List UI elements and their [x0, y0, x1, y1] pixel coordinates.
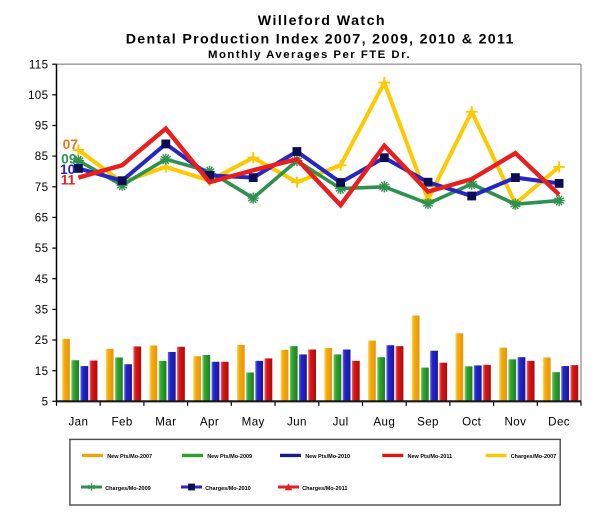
svg-text:Jan: Jan — [68, 416, 88, 429]
svg-text:09: 09 — [61, 152, 77, 167]
svg-text:Charges/Mo-2011: Charges/Mo-2011 — [302, 486, 347, 492]
svg-text:95: 95 — [35, 120, 49, 133]
svg-text:May: May — [242, 416, 265, 429]
svg-text:Mar: Mar — [155, 416, 176, 429]
svg-text:07: 07 — [63, 137, 79, 152]
svg-text:75: 75 — [35, 181, 49, 194]
svg-text:Aug: Aug — [373, 416, 395, 429]
svg-text:New Pts/Mo-2010: New Pts/Mo-2010 — [305, 454, 350, 460]
svg-text:Apr: Apr — [200, 416, 219, 429]
svg-text:New Pts/Mo-2007: New Pts/Mo-2007 — [107, 454, 152, 460]
svg-text:105: 105 — [28, 89, 49, 102]
svg-text:11: 11 — [61, 173, 76, 188]
svg-text:Dec: Dec — [548, 416, 570, 429]
svg-text:Oct: Oct — [462, 416, 482, 429]
svg-text:Nov: Nov — [504, 416, 526, 429]
svg-text:85: 85 — [35, 150, 49, 163]
svg-text:Willeford Watch: Willeford Watch — [258, 13, 386, 29]
svg-text:25: 25 — [35, 334, 49, 347]
svg-text:Charges/Mo-2009: Charges/Mo-2009 — [105, 486, 151, 492]
svg-text:115: 115 — [29, 58, 49, 71]
svg-text:Jul: Jul — [333, 416, 349, 429]
svg-text:Feb: Feb — [112, 416, 133, 429]
svg-text:65: 65 — [35, 212, 49, 225]
svg-text:10: 10 — [60, 162, 76, 177]
svg-text:15: 15 — [35, 365, 49, 378]
svg-text:Jun: Jun — [287, 416, 307, 429]
svg-text:55: 55 — [35, 242, 49, 255]
svg-text:45: 45 — [35, 273, 49, 286]
svg-text:Monthly Averages Per FTE Dr.: Monthly Averages Per FTE Dr. — [208, 49, 411, 61]
svg-text:5: 5 — [42, 395, 49, 408]
svg-text:Charges/Mo-2010: Charges/Mo-2010 — [205, 486, 251, 492]
svg-text:35: 35 — [35, 304, 49, 317]
svg-text:New Pts/Mo-2009: New Pts/Mo-2009 — [207, 454, 252, 460]
svg-text:Dental Production Index 2007,: Dental Production Index 2007, 2009, 2010… — [126, 32, 515, 48]
svg-text:Sep: Sep — [417, 416, 439, 429]
svg-text:New Pts/Mo-2011: New Pts/Mo-2011 — [408, 454, 453, 460]
svg-text:Charges/Mo-2007: Charges/Mo-2007 — [511, 454, 557, 460]
